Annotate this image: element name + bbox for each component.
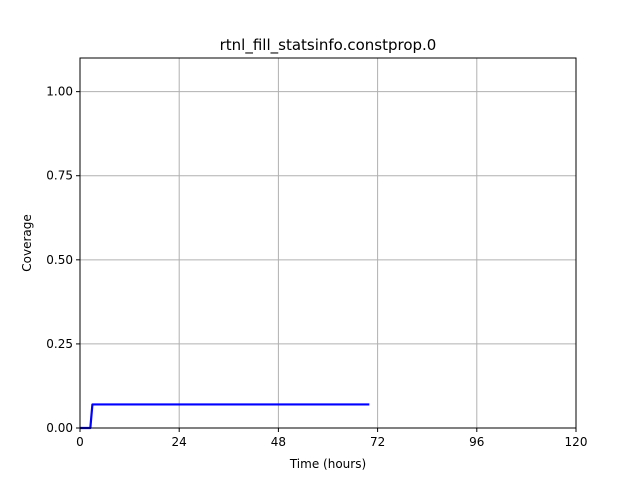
- x-tick-label: 24: [172, 435, 187, 449]
- plot-frame: [79, 57, 577, 429]
- x-tick-label: 72: [370, 435, 385, 449]
- y-tick-label: 0.00: [46, 421, 73, 435]
- y-tick-label: 0.50: [46, 253, 73, 267]
- x-tick-label: 48: [271, 435, 286, 449]
- x-axis-label: Time (hours): [289, 457, 366, 471]
- y-tick-label: 0.75: [46, 169, 73, 183]
- tick-layer: 0 24 48 72 96 120 0.00 0.25 0.50 0.75 1.00: [46, 85, 587, 449]
- chart-title: rtnl_fill_statsinfo.constprop.0: [220, 36, 437, 55]
- y-tick-label: 0.25: [46, 337, 73, 351]
- x-tick-label: 96: [469, 435, 484, 449]
- y-tick-label: 1.00: [46, 85, 73, 99]
- y-axis-label: Coverage: [20, 214, 34, 272]
- x-tick-label: 120: [565, 435, 588, 449]
- x-tick-label: 0: [76, 435, 84, 449]
